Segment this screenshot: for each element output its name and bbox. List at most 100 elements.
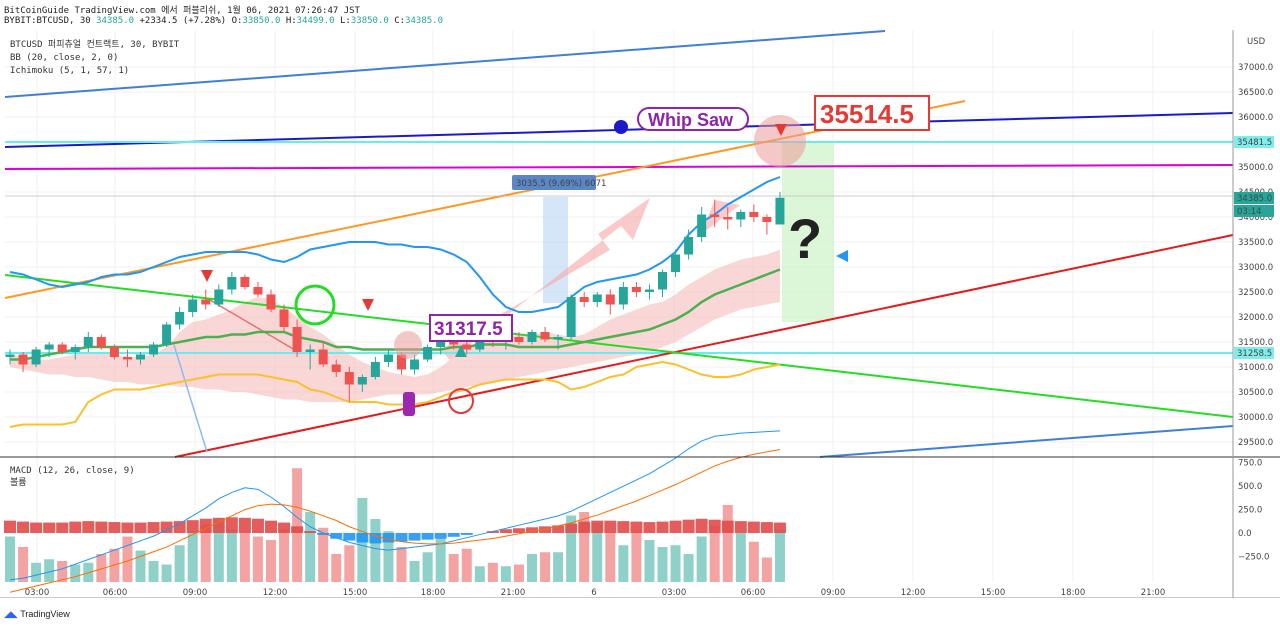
macd-tick-label: 250.0: [1238, 506, 1262, 516]
volume-bar: [252, 536, 263, 582]
price-tick-label: 34000.0: [1238, 213, 1273, 223]
volume-bar: [487, 562, 498, 582]
candle-body: [266, 294, 276, 310]
candle-body: [579, 297, 589, 302]
symbol-label[interactable]: BYBIT:BTCUSD, 30: [4, 16, 91, 26]
close-label: C:: [394, 16, 406, 26]
whipsaw-label: Whip Saw: [648, 110, 734, 130]
volume-bar: [31, 562, 42, 582]
arrow-line-down: [173, 344, 208, 453]
price-badge-last: 34385.0: [1237, 194, 1272, 204]
macd-histogram-bar: [265, 520, 277, 533]
candle-body: [749, 212, 759, 217]
trendline-blue-top: [4, 30, 886, 98]
candle-body: [605, 294, 615, 305]
price-tick-label: 31000.0: [1238, 363, 1273, 373]
volume-bar: [161, 564, 172, 582]
price-badge-cyan-top: 35481.5: [1237, 138, 1272, 148]
volume-bar: [592, 522, 603, 582]
volume-bar: [70, 564, 81, 582]
macd-histogram-bar: [734, 521, 747, 533]
macd-histogram-bar: [408, 533, 421, 541]
candle-body: [305, 349, 315, 352]
time-tick-label: 09:00: [183, 588, 208, 598]
price-tick-label: 36500.0: [1238, 88, 1273, 98]
candle-body: [736, 212, 746, 220]
trendline-blue-bottom: [819, 425, 1234, 458]
volume-bar: [748, 541, 759, 582]
volume-bar: [566, 515, 577, 582]
macd-histogram-bar: [747, 521, 760, 533]
time-tick-label: 18:00: [421, 588, 446, 598]
macd-histogram-bar: [721, 520, 734, 533]
volume-bar: [448, 554, 459, 582]
volume-bar: [318, 527, 329, 582]
candle-body: [370, 362, 380, 377]
price-badge-last-bg: [1234, 192, 1274, 204]
macd-histogram-bar: [82, 521, 95, 533]
high-value: 34499.0: [296, 16, 335, 26]
macd-histogram-bar: [708, 519, 721, 533]
candle-body: [227, 277, 237, 290]
price-badge-cyan-bottom: 31258.5: [1237, 349, 1272, 359]
macd-histogram-bar: [17, 521, 30, 533]
ichimoku-cloud: [10, 249, 780, 402]
macd-histogram-bar: [591, 520, 604, 533]
time-tick-label: 21:00: [501, 588, 526, 598]
indicator-volume-label[interactable]: 볼륨: [10, 477, 27, 488]
volume-bar: [644, 540, 655, 582]
indicator-ichimoku-label[interactable]: Ichimoku (5, 1, 57, 1): [10, 66, 129, 76]
candle-body: [710, 214, 720, 217]
down-arrow-icon: [775, 124, 787, 136]
trendline-orange: [4, 100, 966, 299]
volume-bar: [187, 531, 198, 582]
countdown-badge: 03:14: [1237, 207, 1262, 217]
time-tick-label: 03:00: [662, 588, 687, 598]
volume-bar: [226, 529, 237, 582]
volume-bar: [96, 554, 107, 582]
volume-bar: [122, 536, 133, 582]
macd-histogram-bar: [30, 522, 43, 533]
candle-body: [423, 347, 433, 360]
pink-wedge: [700, 200, 740, 235]
indicator-macd-label[interactable]: MACD (12, 26, close, 9): [10, 466, 135, 476]
macd-histogram-bar: [186, 520, 199, 533]
macd-histogram-bar: [121, 522, 134, 533]
target-zone: [782, 142, 834, 322]
macd-histogram-bar: [512, 528, 525, 533]
volume-bar: [135, 550, 146, 582]
macd-tick-label: 750.0: [1238, 459, 1262, 469]
candle-body: [175, 312, 185, 325]
volume-bar: [761, 557, 772, 582]
macd-histogram-bar: [656, 521, 669, 533]
indicator-bb-label[interactable]: BB (20, close, 2, 0): [10, 53, 118, 63]
price-tick-label: 33000.0: [1238, 263, 1273, 273]
volume-bar: [213, 520, 224, 582]
price-tick-label: 35000.0: [1238, 163, 1273, 173]
candle-body: [18, 354, 28, 365]
candle-body: [240, 277, 250, 287]
volume-bar: [696, 536, 707, 582]
time-tick-label: 06:00: [741, 588, 766, 598]
macd-histogram-bar: [356, 533, 369, 543]
volume-bar: [735, 533, 746, 582]
volume-bar: [461, 548, 472, 582]
arrow-line-right: [209, 299, 296, 351]
candle-body: [31, 349, 41, 365]
candle-body: [462, 344, 472, 350]
candle-body: [631, 287, 641, 292]
time-tick-label: 21:00: [1141, 588, 1166, 598]
volume-bar: [422, 552, 433, 582]
price-tick-label: 30000.0: [1238, 413, 1273, 423]
candle-body: [5, 354, 15, 357]
indicator-main-label[interactable]: BTCUSD 퍼피츄얼 컨트랙트, 30, BYBIT: [10, 39, 180, 50]
target-price-label: 35514.5: [820, 99, 914, 129]
candle-body: [44, 344, 54, 350]
macd-histogram-bar: [251, 518, 264, 533]
volume-bar: [396, 547, 407, 582]
candle-body: [723, 217, 733, 220]
candle-body: [201, 299, 211, 305]
close-value: 34385.0: [405, 16, 443, 26]
support-price-box: [429, 314, 513, 342]
